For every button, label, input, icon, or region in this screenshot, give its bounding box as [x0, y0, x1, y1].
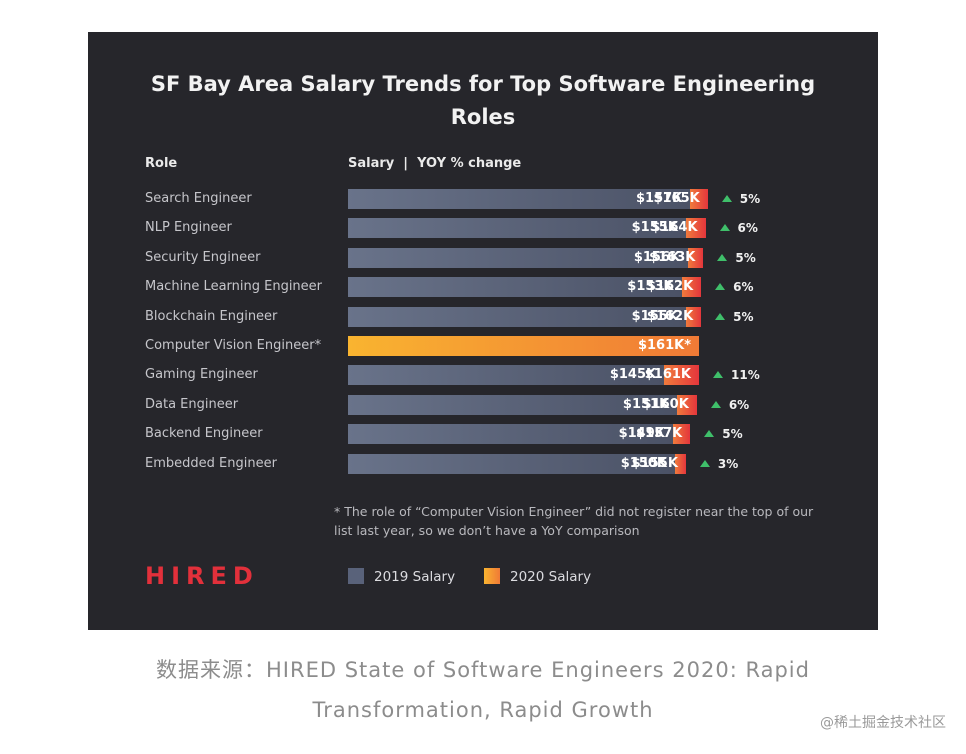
bar-2020 [688, 247, 704, 268]
role-label: NLP Engineer [145, 220, 232, 236]
up-arrow-icon [699, 459, 710, 467]
bar-2019 [348, 247, 689, 268]
legend-2019-swatch [348, 568, 364, 584]
yoy-change-value: 6% [737, 221, 758, 236]
bar-2019 [348, 218, 686, 239]
value-label-2019: $149K [618, 426, 665, 442]
bar-2019 [348, 277, 682, 298]
bar-2019 [348, 453, 676, 474]
value-label-2019: $155K [631, 220, 678, 236]
chart-title-line-1: SF Bay Area Salary Trends for Top Softwa… [150, 72, 816, 96]
role-column-header: Role [145, 156, 178, 171]
value-label-2019: $151K [622, 396, 670, 412]
value-label-2019: $145K [609, 367, 657, 383]
value-label-2020: $165K [653, 191, 700, 206]
up-arrow-icon [719, 224, 730, 232]
yoy-change-value: 5% [739, 192, 761, 206]
value-label-2019: $156K [633, 249, 681, 265]
role-label: Backend Engineer [145, 426, 263, 442]
value-label-2020: $161K* [637, 338, 691, 353]
yoy-change: 5% [721, 189, 761, 209]
hired-logo: HIRED [145, 562, 259, 590]
yoy-change: 3% [699, 454, 739, 474]
yoy-change: 6% [710, 395, 750, 415]
role-label: Blockchain Engineer [145, 308, 278, 324]
bar-2020 [348, 336, 699, 356]
up-arrow-icon [713, 371, 723, 379]
bar-2020 [675, 453, 686, 474]
footnote: * The role of “Computer Vision Engineer”… [334, 504, 814, 538]
chart-title: SF Bay Area Salary Trends for Top Softwa… [88, 68, 878, 134]
value-label-2020: $155K [631, 455, 678, 471]
bar-2020 [685, 306, 702, 327]
role-label: Gaming Engineer [145, 367, 258, 383]
bar-2019 [348, 189, 691, 209]
legend-2020-swatch [484, 568, 500, 584]
bar-2019 [348, 424, 673, 445]
source-caption: 数据来源：HIRED State of Software Engineers 2… [0, 650, 966, 730]
bar-2020 [685, 218, 706, 239]
value-label-2020: $160K [642, 396, 689, 412]
yoy-change-value: 3% [717, 456, 739, 471]
legend-2020: 2020 Salary [484, 568, 591, 585]
yoy-change: 6% [719, 218, 758, 238]
yoy-change: 5% [704, 424, 743, 444]
value-label-2020: $162K [646, 308, 694, 324]
yoy-change-value: 5% [733, 309, 754, 324]
role-label: Data Engineer [145, 396, 239, 412]
up-arrow-icon [717, 253, 728, 261]
value-label-2020: $164K [651, 220, 698, 236]
up-arrow-icon [715, 312, 726, 320]
bar-2020 [672, 424, 691, 445]
value-label-2019: $150K [620, 455, 668, 471]
yoy-change-value: 6% [733, 280, 754, 295]
yoy-change: 5% [717, 248, 756, 268]
value-label-2019: $153K [627, 279, 674, 295]
bar-2020 [664, 365, 699, 386]
role-label: Machine Learning Engineer [145, 279, 323, 295]
value-label-2020: $162K [646, 279, 694, 295]
yoy-change: 11% [713, 365, 760, 385]
yoy-change-value: 11% [731, 368, 760, 383]
legend-2019: 2019 Salary [348, 568, 455, 585]
up-arrow-icon [704, 430, 715, 438]
value-label-2019: $157K [636, 191, 683, 206]
up-arrow-icon [721, 195, 732, 202]
watermark: @稀土掘金技术社区 [820, 715, 946, 731]
bar-2020 [677, 394, 697, 415]
bar-2019 [348, 394, 678, 415]
value-label-2020: $161K [644, 367, 691, 383]
legend-2019-label: 2019 Salary [374, 569, 456, 585]
up-arrow-icon [715, 283, 726, 291]
role-label: Computer Vision Engineer* [145, 338, 322, 353]
bar-2020 [690, 189, 708, 209]
salary-column-header: Salary | YOY % change [348, 156, 522, 171]
legend-2020-label: 2020 Salary [510, 569, 592, 585]
yoy-change-value: 5% [722, 427, 743, 442]
chart-title-line-2: Roles [450, 105, 516, 129]
bar-2020 [681, 277, 702, 298]
up-arrow-icon [710, 400, 721, 408]
value-label-2020: $163K [649, 249, 696, 265]
role-label: Security Engineer [145, 249, 261, 265]
role-label: Embedded Engineer [145, 455, 277, 471]
yoy-change-value: 5% [735, 250, 756, 265]
source-caption-line-2: Transformation, Rapid Growth [312, 698, 654, 722]
value-label-2020: $157K [636, 426, 683, 442]
chart-panel: SF Bay Area Salary Trends for Top Softwa… [88, 32, 878, 630]
yoy-change: 5% [715, 307, 754, 327]
bar-2019 [348, 365, 665, 386]
source-caption-line-1: 数据来源：HIRED State of Software Engineers 2… [156, 658, 810, 682]
bar-2019 [348, 306, 686, 327]
role-label: Search Engineer [145, 191, 252, 206]
value-label-2019: $155K [631, 308, 678, 324]
yoy-change-value: 6% [728, 397, 750, 412]
yoy-change: 6% [715, 277, 754, 297]
